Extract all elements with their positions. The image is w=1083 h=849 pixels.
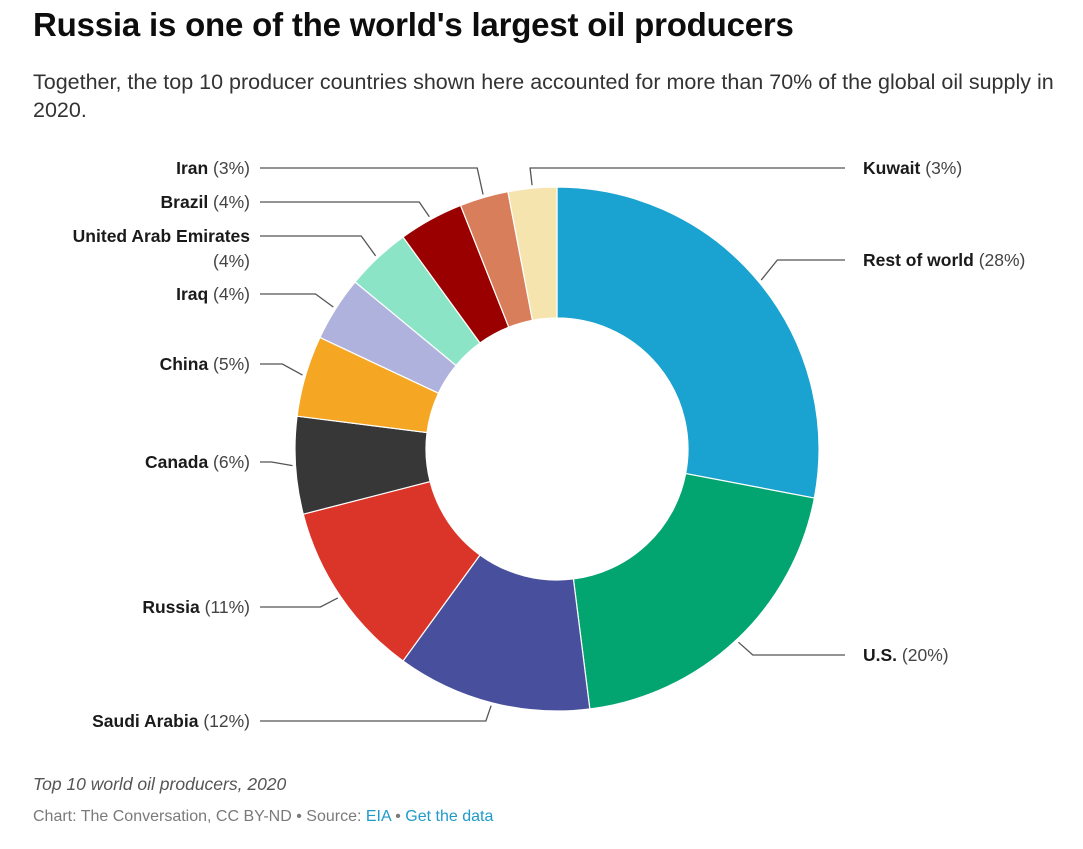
label-kuwait: Kuwait (3%) xyxy=(863,158,962,178)
leader-u-s xyxy=(737,641,845,656)
source-link[interactable]: EIA xyxy=(365,808,391,825)
label-u-s: U.S. (20%) xyxy=(863,645,949,665)
leader-iraq xyxy=(260,293,334,308)
label-name: Iran xyxy=(176,158,208,178)
label-value: (4%) xyxy=(213,251,250,271)
label-value: (3%) xyxy=(208,158,250,178)
label-iran: Iran (3%) xyxy=(176,158,250,178)
slice-u-s[interactable] xyxy=(572,472,816,710)
leader-canada xyxy=(260,461,293,467)
leader-china xyxy=(260,363,303,376)
label-name: Canada xyxy=(145,452,208,472)
chart-credit: Chart: The Conversation, CC BY-ND • Sour… xyxy=(33,808,493,826)
label-value: (6%) xyxy=(208,452,250,472)
chart-caption: Top 10 world oil producers, 2020 xyxy=(33,774,287,794)
label-name: Kuwait xyxy=(863,158,921,178)
label-russia: Russia (11%) xyxy=(142,597,250,617)
credit-text: Chart: The Conversation, CC BY-ND xyxy=(33,808,292,825)
credit-separator-2: • xyxy=(390,808,406,825)
source-label: Source: xyxy=(306,808,366,825)
label-name: Brazil xyxy=(161,192,209,212)
leader-lines xyxy=(260,167,845,722)
label-iraq: Iraq (4%) xyxy=(176,284,250,304)
label-value: (12%) xyxy=(198,711,250,731)
label-value: (20%) xyxy=(897,645,949,665)
label-name: Iraq xyxy=(176,284,208,304)
leader-saudi-arabia xyxy=(260,705,492,722)
credit-separator: • xyxy=(291,808,307,825)
leader-russia xyxy=(260,597,339,608)
label-saudi-arabia: Saudi Arabia (12%) xyxy=(92,711,250,731)
label-name: Russia xyxy=(142,597,200,617)
chart-title: Russia is one of the world's largest oil… xyxy=(33,6,794,43)
label-name: China xyxy=(160,354,209,374)
label-name: United Arab Emirates xyxy=(73,226,251,246)
leader-rest-of-world xyxy=(760,259,845,281)
label-name: U.S. xyxy=(863,645,897,665)
leader-kuwait xyxy=(529,167,845,186)
label-value: (28%) xyxy=(974,250,1026,270)
label-china: China (5%) xyxy=(160,354,250,374)
leader-brazil xyxy=(260,201,430,218)
get-data-link[interactable]: Get the data xyxy=(405,808,494,825)
label-canada: Canada (6%) xyxy=(145,452,250,472)
label-value: (11%) xyxy=(200,597,250,617)
label-united-arab-emirates: United Arab Emirates (4%) xyxy=(73,226,251,271)
label-value: (5%) xyxy=(208,354,250,374)
chart-subtitle: Together, the top 10 producer countries … xyxy=(33,70,1054,122)
slice-kuwait[interactable] xyxy=(507,186,558,322)
label-value: (3%) xyxy=(920,158,962,178)
leader-united-arab-emirates xyxy=(260,235,377,257)
slice-labels: Rest of world (28%) U.S. (20%) Saudi Arabi… xyxy=(73,158,1026,731)
label-brazil: Brazil (4%) xyxy=(161,192,250,212)
leader-iran xyxy=(260,167,484,195)
label-name: Rest of world xyxy=(863,250,974,270)
label-value: (4%) xyxy=(208,284,250,304)
label-rest-of-world: Rest of world (28%) xyxy=(863,250,1025,270)
slice-rest-of-world[interactable] xyxy=(556,186,820,499)
label-name: Saudi Arabia xyxy=(92,711,199,731)
label-value: (4%) xyxy=(208,192,250,212)
donut-slices xyxy=(294,186,820,712)
